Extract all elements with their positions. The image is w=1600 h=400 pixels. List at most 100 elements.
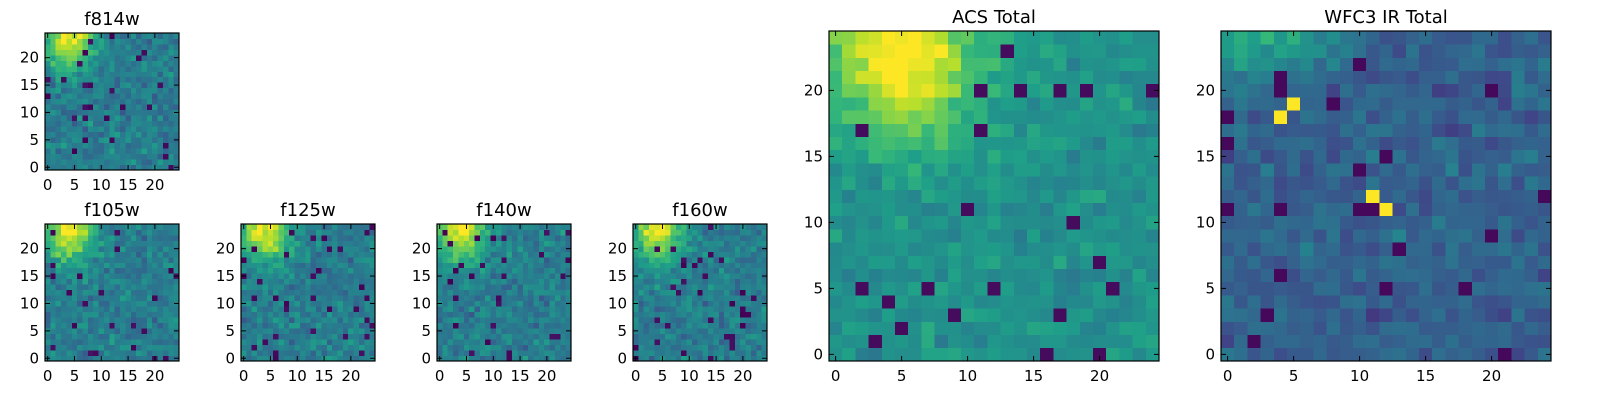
heatmap-cell (895, 268, 909, 283)
heatmap-cell (474, 333, 481, 340)
heatmap-cell (1247, 242, 1261, 256)
heatmap-cell (152, 300, 158, 307)
heatmap-cell (528, 245, 534, 252)
heatmap-cell (908, 242, 922, 256)
heatmap-cell (332, 256, 338, 263)
x-tick-label: 10 (680, 367, 699, 385)
heatmap-cell (1027, 110, 1041, 124)
heatmap-cell (442, 322, 449, 329)
heatmap-cell (522, 350, 529, 356)
heatmap-cell (1260, 255, 1275, 269)
heatmap-cell (61, 131, 67, 138)
heatmap-cell (1432, 255, 1446, 269)
heatmap-cell (103, 224, 110, 230)
heatmap-cell (50, 76, 57, 83)
heatmap-cell (93, 229, 99, 236)
heatmap-cell (310, 350, 317, 356)
heatmap-cell (278, 355, 285, 362)
heatmap-cell (348, 339, 354, 345)
heatmap-cell (1511, 31, 1525, 45)
heatmap-cell (146, 164, 153, 171)
heatmap-cell (1419, 136, 1433, 151)
heatmap-cell (697, 317, 704, 324)
heatmap-cell (283, 284, 290, 291)
heatmap-cell (98, 153, 105, 160)
heatmap-cell (173, 317, 180, 324)
heatmap-cell (1524, 347, 1539, 362)
heatmap-cell (1273, 163, 1288, 177)
heatmap-cell (257, 322, 263, 329)
heatmap-cell (1392, 334, 1407, 349)
heatmap-cell (1445, 189, 1459, 203)
heatmap-cell (506, 328, 513, 334)
heatmap-cell (146, 278, 153, 285)
heatmap-cell (987, 202, 1001, 217)
heatmap-cell (353, 333, 360, 340)
heatmap-cell (947, 149, 962, 164)
heatmap-cell (702, 245, 709, 252)
heatmap-cell (87, 98, 94, 105)
heatmap-cell (45, 43, 51, 50)
heatmap-cell (55, 131, 62, 138)
heatmap-cell (1326, 215, 1341, 230)
heatmap-cell (114, 49, 121, 56)
heatmap-cell (453, 256, 459, 263)
x-tick-label: 10 (484, 367, 503, 385)
axes-frame (436, 223, 572, 362)
heatmap-cell (1445, 347, 1459, 362)
heatmap-cell (321, 240, 328, 247)
heatmap-cell (77, 278, 83, 285)
heatmap-cell (829, 334, 843, 349)
heatmap-cell (66, 317, 73, 324)
heatmap-cell (358, 300, 365, 307)
heatmap-cell (120, 131, 126, 138)
heatmap-cell (1234, 31, 1248, 45)
heatmap-cell (708, 240, 714, 247)
heatmap-cell (1234, 136, 1248, 151)
heatmap-cell (82, 240, 89, 247)
heatmap-cell (474, 300, 481, 307)
heatmap-cell (114, 251, 121, 258)
heatmap-cell (61, 289, 67, 296)
heatmap-cell (1053, 334, 1067, 349)
heatmap-cell (1145, 57, 1160, 71)
heatmap-cell (437, 234, 443, 241)
heatmap-cell (691, 350, 698, 356)
heatmap-cell (1524, 70, 1539, 85)
heatmap-cell (162, 289, 169, 296)
heatmap-cell (554, 278, 561, 285)
heatmap-cell (565, 229, 572, 236)
heatmap-cell (544, 289, 550, 296)
heatmap-cell (665, 256, 671, 263)
heatmap-cell (1145, 123, 1160, 137)
heatmap-cell (750, 333, 757, 340)
heatmap-cell (251, 240, 258, 247)
heatmap-cell (469, 355, 475, 362)
x-tick-label: 0 (435, 367, 445, 385)
heatmap-cell (152, 339, 158, 345)
heatmap-cell (490, 256, 497, 263)
y-tick-label: 0 (421, 349, 431, 367)
heatmap-cell (103, 38, 110, 45)
heatmap-cell (98, 115, 105, 122)
heatmap-cell (289, 300, 295, 307)
heatmap-cell (251, 339, 258, 345)
heatmap-cell (82, 87, 89, 94)
heatmap-cell (262, 224, 269, 230)
heatmap-cell (136, 148, 142, 154)
heatmap-cell (77, 87, 83, 94)
heatmap-cell (157, 350, 164, 356)
heatmap-cell (702, 284, 709, 291)
heatmap-cell (71, 60, 78, 67)
heatmap-cell (501, 289, 508, 296)
heatmap-cell (61, 76, 67, 83)
heatmap-cell (633, 289, 639, 296)
heatmap-cell (522, 295, 529, 302)
heatmap-cell (675, 284, 682, 291)
heatmap-cell (257, 284, 263, 291)
heatmap-cell (114, 76, 121, 83)
heatmap-cell (305, 333, 312, 340)
heatmap-cell (934, 110, 949, 124)
heatmap-cell (501, 273, 508, 280)
